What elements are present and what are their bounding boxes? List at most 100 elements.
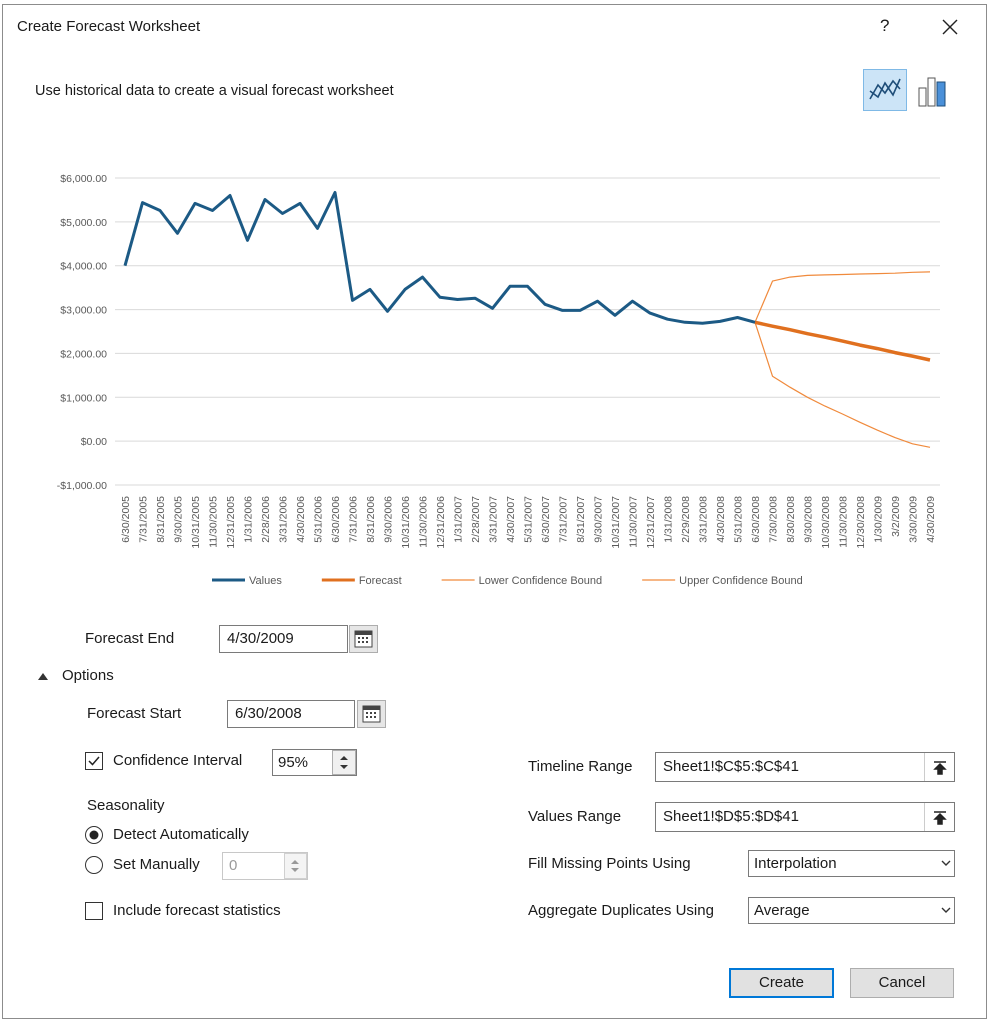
y-tick-label: $1,000.00	[60, 392, 107, 404]
calendar-button[interactable]	[349, 625, 378, 653]
y-tick-label: $5,000.00	[60, 217, 107, 229]
series-line	[123, 191, 756, 325]
fill-missing-label: Fill Missing Points Using	[528, 855, 691, 872]
timeline-range-input[interactable]: Sheet1!$C$5:$C$41	[655, 752, 955, 782]
x-tick-label: 6/30/2007	[540, 496, 552, 543]
x-tick-label: 6/30/2005	[120, 496, 132, 543]
calendar-button[interactable]	[357, 700, 386, 728]
y-tick-label: $0.00	[81, 436, 107, 448]
forecast-start-label: Forecast Start	[87, 705, 182, 722]
confidence-checkbox[interactable]	[85, 752, 103, 770]
aggregate-label: Aggregate Duplicates Using	[528, 902, 714, 919]
dialog	[2, 4, 987, 1019]
forecast-end-label: Forecast End	[85, 630, 175, 647]
statistics-label: Include forecast statistics	[113, 902, 281, 919]
line-chart-toggle[interactable]	[863, 69, 907, 111]
x-tick-label: 1/31/2008	[663, 496, 675, 543]
x-tick-label: 6/30/2008	[750, 496, 762, 543]
options-label[interactable]: Options	[62, 667, 114, 684]
radio-label: Set Manually	[113, 856, 200, 873]
forecast-start-input[interactable]: 6/30/2008	[227, 700, 355, 728]
x-tick-label: 8/31/2006	[365, 496, 377, 543]
series-line	[754, 322, 931, 448]
spinner[interactable]	[332, 750, 356, 775]
description: Use historical data to create a visual f…	[35, 83, 394, 99]
x-tick-label: 2/28/2007	[470, 496, 482, 543]
x-tick-label: 10/31/2007	[610, 496, 622, 549]
x-tick-label: 3/31/2008	[698, 496, 710, 543]
y-tick-label: $2,000.00	[60, 348, 107, 360]
values-range-input[interactable]: Sheet1!$D$5:$D$41	[655, 802, 955, 832]
dropdown-arrow	[941, 907, 951, 913]
radio-button[interactable]	[85, 856, 103, 874]
x-tick-label: 4/30/2008	[715, 496, 727, 543]
x-tick-label: 5/31/2008	[733, 496, 745, 543]
aggregate-select[interactable]: Average	[748, 897, 955, 924]
x-tick-label: 1/31/2007	[453, 496, 465, 543]
x-tick-label: 12/30/2008	[855, 496, 867, 549]
options-toggle-icon[interactable]	[37, 670, 49, 682]
radio-label: Detect Automatically	[113, 826, 249, 843]
y-tick-label: $6,000.00	[60, 173, 107, 185]
x-tick-label: 11/30/2006	[418, 496, 430, 548]
x-tick-label: 9/30/2005	[173, 496, 185, 543]
x-tick-label: 7/31/2006	[348, 496, 360, 543]
x-tick-label: 10/31/2005	[190, 496, 202, 549]
series-line	[754, 320, 931, 362]
timeline-range-label: Timeline Range	[528, 758, 633, 775]
x-tick-label: 4/30/2007	[505, 496, 517, 543]
seasonality-label: Seasonality	[87, 797, 165, 814]
x-tick-label: 3/31/2007	[488, 496, 500, 543]
x-tick-label: 11/30/2008	[838, 496, 850, 548]
legend-label: Lower Confidence Bound	[479, 575, 603, 587]
y-tick-label: $3,000.00	[60, 305, 107, 317]
x-tick-label: 3/30/2009	[908, 496, 920, 543]
x-tick-label: 2/28/2006	[260, 496, 272, 543]
y-tick-label: $4,000.00	[60, 261, 107, 273]
x-tick-label: 9/30/2006	[383, 496, 395, 543]
help-button[interactable]: ?	[880, 16, 890, 35]
x-tick-label: 5/31/2006	[313, 496, 325, 543]
cancel-button[interactable]: Cancel	[850, 968, 954, 998]
x-tick-label: 8/31/2005	[155, 496, 167, 543]
radio-dot	[89, 830, 99, 840]
x-tick-label: 8/31/2007	[575, 496, 587, 543]
confidence-label: Confidence Interval	[113, 752, 243, 769]
legend-label: Forecast	[359, 575, 402, 587]
x-tick-label: 7/31/2007	[558, 496, 570, 543]
legend-label: Values	[249, 575, 282, 587]
radio-button[interactable]	[85, 826, 103, 844]
statistics-checkbox[interactable]	[85, 902, 103, 920]
spinner	[284, 853, 307, 879]
x-tick-label: 10/30/2008	[820, 496, 832, 549]
values-range-label: Values Range	[528, 808, 622, 825]
x-tick-label: 12/31/2005	[225, 496, 237, 549]
x-tick-label: 5/31/2007	[523, 496, 535, 543]
x-tick-label: 11/30/2007	[628, 496, 640, 548]
x-tick-label: 7/31/2005	[138, 496, 150, 543]
dropdown-arrow	[941, 860, 951, 866]
x-tick-label: 9/30/2008	[803, 496, 815, 543]
x-tick-label: 2/29/2008	[680, 496, 692, 543]
close-button[interactable]	[940, 17, 960, 37]
range-select-button[interactable]	[924, 753, 955, 781]
series-line	[754, 271, 931, 323]
x-tick-label: 8/30/2008	[785, 496, 797, 543]
x-tick-label: 3/2/2009	[890, 496, 902, 537]
forecast-end-input[interactable]: 4/30/2009	[219, 625, 348, 653]
x-tick-label: 1/30/2009	[873, 496, 885, 543]
x-tick-label: 7/30/2008	[768, 496, 780, 543]
x-tick-label: 10/31/2006	[400, 496, 412, 549]
x-tick-label: 12/31/2007	[645, 496, 657, 549]
x-tick-label: 4/30/2006	[295, 496, 307, 543]
legend-label: Upper Confidence Bound	[679, 575, 803, 587]
range-select-button[interactable]	[924, 803, 955, 831]
fill-missing-select[interactable]: Interpolation	[748, 850, 955, 877]
x-tick-label: 6/30/2006	[330, 496, 342, 543]
column-chart-toggle[interactable]	[916, 72, 950, 108]
x-tick-label: 1/31/2006	[243, 496, 255, 543]
x-tick-label: 4/30/2009	[925, 496, 937, 543]
create-button[interactable]: Create	[729, 968, 834, 998]
chart: -$1,000.00 $0.00 $1,000.00 $2,000.00 $3,000.…	[57, 173, 940, 587]
